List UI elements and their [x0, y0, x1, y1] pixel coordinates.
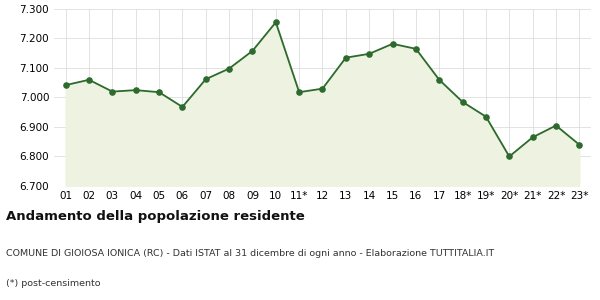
Point — [551, 123, 561, 128]
Text: (*) post-censimento: (*) post-censimento — [6, 279, 101, 288]
Point — [248, 49, 257, 53]
Point — [271, 20, 281, 25]
Point — [154, 90, 164, 94]
Point — [318, 86, 328, 91]
Point — [434, 77, 444, 82]
Point — [201, 77, 211, 82]
Text: COMUNE DI GIOIOSA IONICA (RC) - Dati ISTAT al 31 dicembre di ogni anno - Elabora: COMUNE DI GIOIOSA IONICA (RC) - Dati IST… — [6, 249, 494, 258]
Point — [341, 55, 350, 60]
Point — [84, 77, 94, 82]
Point — [505, 154, 514, 159]
Point — [528, 135, 538, 140]
Point — [575, 142, 584, 147]
Point — [224, 66, 234, 71]
Point — [364, 51, 374, 56]
Point — [481, 114, 491, 119]
Point — [388, 41, 397, 46]
Point — [295, 90, 304, 94]
Point — [107, 89, 117, 94]
Point — [458, 100, 467, 104]
Text: Andamento della popolazione residente: Andamento della popolazione residente — [6, 210, 305, 223]
Point — [131, 88, 140, 92]
Point — [411, 46, 421, 51]
Point — [61, 83, 70, 88]
Point — [178, 104, 187, 109]
